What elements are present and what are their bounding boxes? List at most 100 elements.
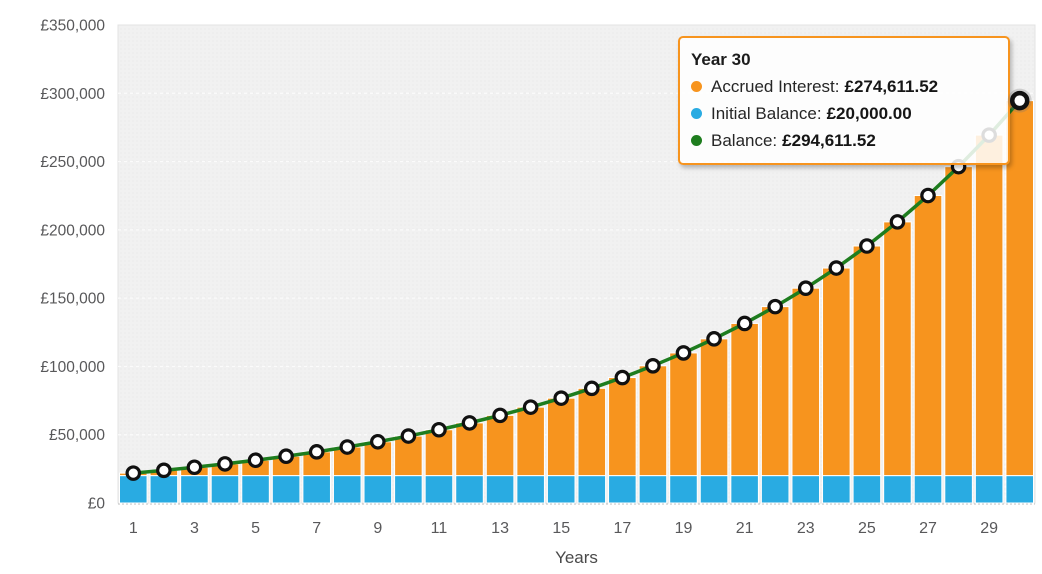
balance-marker[interactable] — [859, 238, 875, 254]
bar-initial-balance[interactable] — [944, 475, 973, 504]
bar-accrued-interest[interactable] — [577, 387, 607, 477]
balance-marker[interactable] — [186, 459, 203, 476]
bar-accrued-interest[interactable] — [669, 352, 698, 477]
balance-marker[interactable] — [156, 462, 172, 479]
bar-initial-balance[interactable] — [149, 475, 179, 504]
bar-initial-balance[interactable] — [516, 475, 545, 504]
x-axis-tick-label: 3 — [190, 520, 199, 537]
balance-marker[interactable] — [645, 358, 661, 374]
balance-legend-dot-icon — [691, 135, 702, 146]
balance-marker[interactable] — [736, 315, 753, 332]
tooltip-row-value: £20,000.00 — [826, 104, 912, 123]
balance-marker[interactable] — [522, 399, 539, 415]
x-axis-tick-label: 7 — [312, 520, 321, 537]
balance-marker[interactable] — [461, 415, 478, 431]
tooltip-row-label: Accrued Interest: — [711, 77, 840, 96]
bar-accrued-interest[interactable] — [730, 322, 759, 477]
balance-marker[interactable] — [614, 369, 631, 386]
bar-initial-balance[interactable] — [730, 475, 759, 504]
tooltip-row-label: Balance: — [711, 131, 778, 150]
balance-marker[interactable] — [767, 298, 783, 315]
tooltip-row-accrued-interest: Accrued Interest: £274,611.52 — [691, 73, 998, 100]
bar-initial-balance[interactable] — [577, 475, 607, 504]
bar-accrued-interest[interactable] — [791, 287, 821, 477]
bar-accrued-interest[interactable] — [546, 397, 576, 477]
balance-marker[interactable] — [828, 260, 845, 276]
y-axis-tick-label: £350,000 — [40, 18, 105, 35]
bar-accrued-interest[interactable] — [883, 221, 912, 477]
bar-accrued-interest[interactable] — [608, 377, 637, 477]
bar-accrued-interest[interactable] — [1005, 100, 1035, 477]
balance-marker[interactable] — [583, 380, 600, 397]
bar-accrued-interest[interactable] — [699, 338, 729, 477]
x-axis-tick-label: 15 — [552, 520, 570, 537]
y-axis-tick-label: £50,000 — [49, 427, 105, 444]
balance-marker[interactable] — [706, 331, 722, 347]
balance-marker[interactable] — [920, 187, 936, 204]
bar-initial-balance[interactable] — [883, 475, 912, 504]
y-axis-tick-label: £150,000 — [40, 291, 105, 308]
tooltip-row-value: £294,611.52 — [782, 131, 876, 150]
balance-marker[interactable] — [370, 433, 386, 450]
x-axis-tick-label: 21 — [736, 520, 754, 537]
balance-marker[interactable] — [247, 452, 264, 469]
bar-initial-balance[interactable] — [699, 475, 729, 504]
bar-accrued-interest[interactable] — [822, 267, 851, 477]
balance-marker[interactable] — [308, 444, 325, 460]
x-axis-tick-label: 11 — [431, 520, 448, 537]
bar-initial-balance[interactable] — [852, 475, 882, 504]
bar-initial-balance[interactable] — [1005, 475, 1035, 504]
balance-marker[interactable] — [400, 428, 417, 444]
bar-accrued-interest[interactable] — [852, 245, 882, 477]
bar-initial-balance[interactable] — [332, 475, 362, 504]
balance-marker[interactable] — [125, 465, 142, 481]
balance-marker[interactable] — [431, 421, 447, 438]
bar-accrued-interest[interactable] — [944, 166, 973, 477]
bar-initial-balance[interactable] — [241, 475, 270, 504]
balance-marker[interactable] — [217, 456, 233, 472]
bar-accrued-interest[interactable] — [638, 365, 668, 477]
bar-initial-balance[interactable] — [424, 475, 454, 504]
y-axis-tick-label: £100,000 — [40, 359, 105, 376]
x-axis-tick-label: 5 — [251, 520, 260, 537]
bar-initial-balance[interactable] — [608, 475, 637, 504]
tooltip-row-balance: Balance: £294,611.52 — [691, 127, 998, 154]
x-axis-tick-label: 17 — [613, 520, 631, 537]
x-axis-tick-label: 27 — [919, 520, 937, 537]
bar-initial-balance[interactable] — [974, 475, 1004, 504]
balance-marker[interactable] — [339, 439, 356, 455]
bar-initial-balance[interactable] — [302, 475, 331, 504]
balance-marker[interactable] — [492, 407, 508, 424]
bar-initial-balance[interactable] — [363, 475, 393, 504]
x-axis-tick-label: 19 — [675, 520, 693, 537]
balance-marker[interactable] — [797, 280, 814, 296]
balance-marker[interactable] — [675, 345, 692, 361]
x-axis-title: Years — [555, 548, 598, 567]
bar-initial-balance[interactable] — [638, 475, 668, 504]
bar-initial-balance[interactable] — [760, 475, 790, 504]
bar-initial-balance[interactable] — [546, 475, 576, 504]
tooltip-row-initial-balance: Initial Balance: £20,000.00 — [691, 100, 998, 127]
bar-accrued-interest[interactable] — [485, 414, 515, 477]
bar-initial-balance[interactable] — [210, 475, 240, 504]
bar-accrued-interest[interactable] — [760, 306, 790, 477]
bar-initial-balance[interactable] — [271, 475, 301, 504]
y-axis-tick-label: £300,000 — [40, 86, 105, 103]
bar-accrued-interest[interactable] — [913, 195, 943, 477]
bar-accrued-interest[interactable] — [516, 406, 545, 477]
balance-marker[interactable] — [278, 448, 294, 465]
bar-initial-balance[interactable] — [485, 475, 515, 504]
bar-initial-balance[interactable] — [822, 475, 851, 504]
y-axis-tick-label: £250,000 — [40, 154, 105, 171]
bar-accrued-interest[interactable] — [974, 134, 1004, 477]
bar-initial-balance[interactable] — [455, 475, 484, 504]
balance-marker[interactable] — [553, 390, 570, 406]
bar-accrued-interest[interactable] — [455, 422, 484, 477]
bar-initial-balance[interactable] — [913, 475, 943, 504]
balance-marker[interactable] — [889, 214, 906, 230]
bar-initial-balance[interactable] — [791, 475, 821, 504]
bar-initial-balance[interactable] — [180, 475, 209, 504]
bar-initial-balance[interactable] — [394, 475, 423, 504]
bar-initial-balance[interactable] — [669, 475, 698, 504]
